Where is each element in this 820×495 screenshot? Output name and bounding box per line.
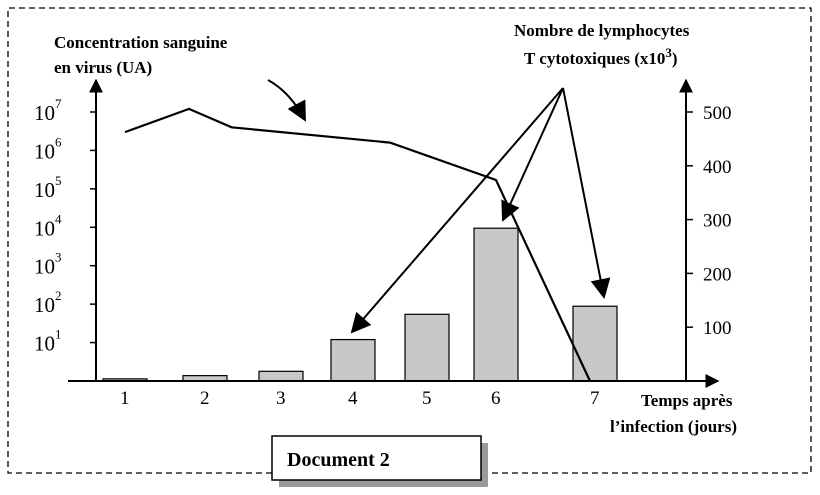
annotation-arrow-day-4	[350, 87, 564, 334]
right-axis-label-a: T cytotoxiques (x10	[524, 49, 665, 68]
left-tick-label-5: 105	[34, 173, 62, 202]
right-axis-label-sup: 3	[665, 45, 672, 60]
bar-day-5	[404, 313, 450, 382]
left-axis-label-line2: en virus (UA)	[54, 58, 152, 77]
x-axis-label-line1: Temps après	[641, 391, 733, 410]
left-tick-label-4: 104	[34, 211, 62, 240]
left-tick-label-7: 107	[34, 96, 62, 125]
right-tick-label-400: 400	[703, 157, 732, 178]
x-tick-label-7: 7	[590, 388, 600, 409]
bar-day-3	[258, 370, 304, 382]
document-label-box	[271, 435, 482, 481]
right-axis-ticks: 100 200 300 400 500	[686, 103, 732, 339]
right-axis-label-line1: Nombre de lymphocytes	[514, 21, 690, 40]
x-axis-label-line2: l’infection (jours)	[610, 417, 737, 436]
x-tick-label-3: 3	[276, 388, 286, 409]
x-axis-ticks: 1 2 3 4 5 6 7	[120, 388, 600, 409]
annotation-arrow-day-6	[501, 87, 564, 222]
right-axis-label-line2: T cytotoxiques (x103)	[524, 45, 678, 68]
bar-group	[102, 227, 618, 382]
dashed-frame	[7, 7, 812, 474]
x-tick-label-6: 6	[491, 388, 501, 409]
bar-day-6	[473, 227, 519, 382]
right-tick-label-300: 300	[703, 211, 732, 232]
x-tick-label-4: 4	[348, 388, 358, 409]
bar-day-7	[572, 305, 618, 382]
right-axis-label-b: )	[672, 49, 678, 68]
annotation-arrow-day-7	[562, 87, 611, 299]
x-tick-label-1: 1	[120, 388, 130, 409]
left-axis-label-line1: Concentration sanguine	[54, 33, 228, 52]
annotation-arrows	[350, 87, 611, 334]
left-axis-ticks: 101 102 103 104 105 106 107	[34, 96, 96, 356]
left-label-arrow	[267, 79, 306, 122]
right-tick-label-200: 200	[703, 264, 732, 285]
left-tick-label-3: 103	[34, 250, 62, 279]
x-tick-label-2: 2	[200, 388, 210, 409]
left-tick-label-1: 101	[34, 327, 62, 356]
x-tick-label-5: 5	[422, 388, 432, 409]
right-tick-label-500: 500	[703, 103, 732, 124]
bar-day-4	[330, 338, 376, 382]
left-tick-label-2: 102	[34, 288, 62, 317]
left-tick-label-6: 106	[34, 134, 62, 163]
document-label: Document 2	[287, 449, 390, 471]
right-tick-label-100: 100	[703, 318, 732, 339]
